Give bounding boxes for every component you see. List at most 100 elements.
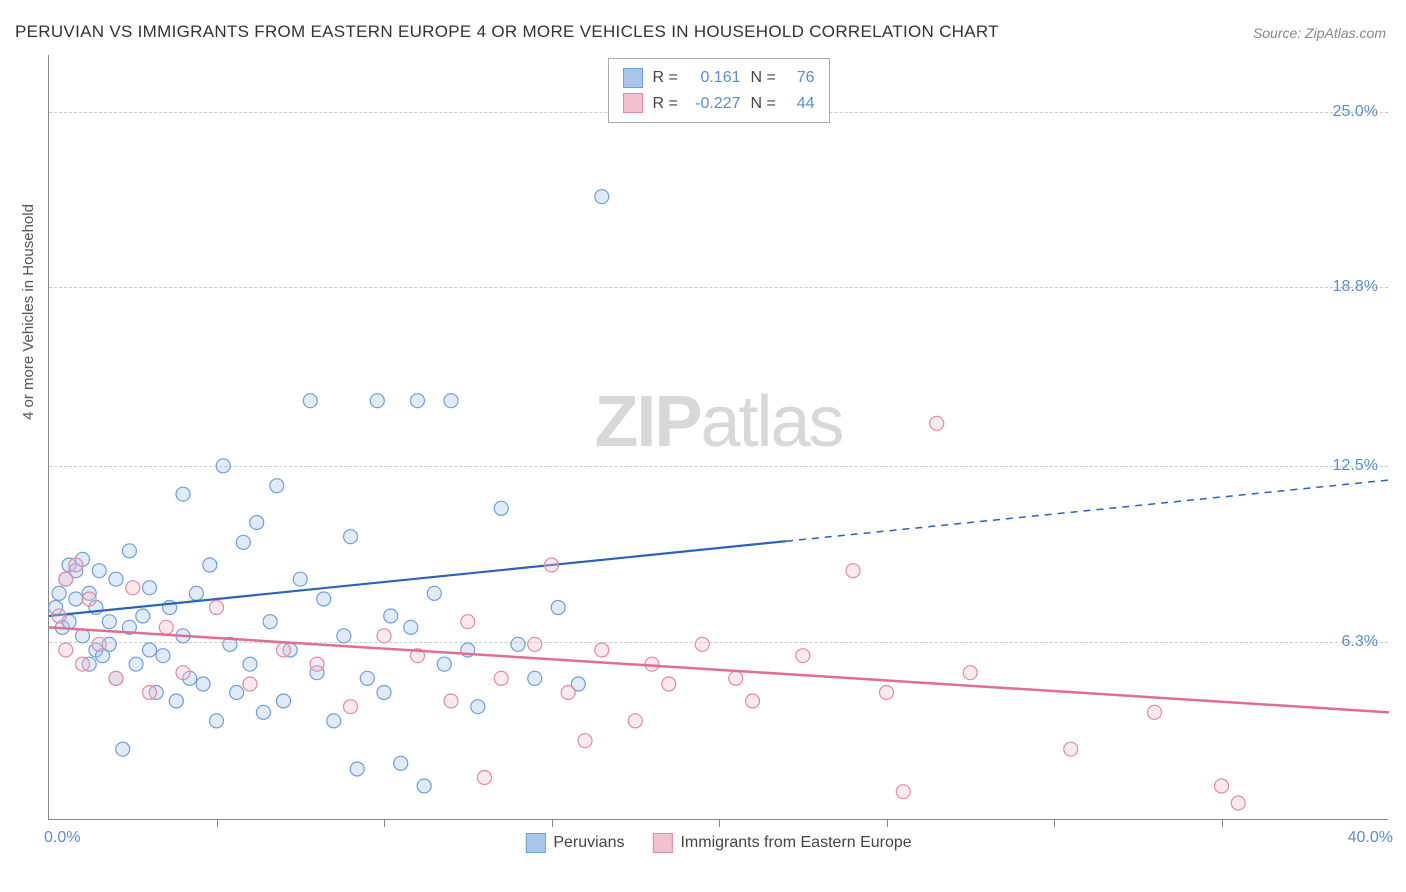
data-point <box>109 572 123 586</box>
data-point <box>1231 796 1245 810</box>
scatter-svg <box>49 55 1388 819</box>
data-point <box>377 686 391 700</box>
xtick <box>887 819 888 827</box>
data-point <box>203 558 217 572</box>
data-point <box>243 657 257 671</box>
data-point <box>344 530 358 544</box>
data-point <box>69 592 83 606</box>
legend-swatch-1 <box>525 833 545 853</box>
x-start-label: 0.0% <box>44 829 80 847</box>
xtick <box>384 819 385 827</box>
data-point <box>471 700 485 714</box>
data-point <box>444 394 458 408</box>
data-point <box>310 657 324 671</box>
data-point <box>189 586 203 600</box>
trendline-dashed <box>786 480 1389 541</box>
legend-item-2: Immigrants from Eastern Europe <box>652 833 911 853</box>
data-point <box>210 714 224 728</box>
data-point <box>628 714 642 728</box>
data-point <box>156 649 170 663</box>
n-label: N = <box>751 65 777 91</box>
ytick-label: 18.8% <box>1333 278 1378 296</box>
data-point <box>437 657 451 671</box>
data-point <box>303 394 317 408</box>
n-label: N = <box>751 91 777 117</box>
data-point <box>230 686 244 700</box>
x-end-label: 40.0% <box>1348 829 1393 847</box>
data-point <box>796 649 810 663</box>
xtick <box>217 819 218 827</box>
n-value-2: 44 <box>787 91 815 117</box>
data-point <box>243 677 257 691</box>
data-point <box>695 637 709 651</box>
data-point <box>143 686 157 700</box>
legend-label-2: Immigrants from Eastern Europe <box>680 834 911 852</box>
data-point <box>52 586 66 600</box>
data-point <box>92 637 106 651</box>
series-swatch-1 <box>623 68 643 88</box>
data-point <box>370 394 384 408</box>
data-point <box>176 666 190 680</box>
r-label: R = <box>653 65 679 91</box>
data-point <box>52 609 66 623</box>
data-point <box>880 686 894 700</box>
data-point <box>327 714 341 728</box>
chart-container: PERUVIAN VS IMMIGRANTS FROM EASTERN EURO… <box>0 0 1406 892</box>
data-point <box>317 592 331 606</box>
data-point <box>411 394 425 408</box>
chart-title: PERUVIAN VS IMMIGRANTS FROM EASTERN EURO… <box>15 22 999 42</box>
data-point <box>69 558 83 572</box>
data-point <box>746 694 760 708</box>
data-point <box>561 686 575 700</box>
r-value-2: -0.227 <box>689 91 741 117</box>
trendline-solid <box>49 541 786 616</box>
source-attribution: Source: ZipAtlas.com <box>1253 25 1386 41</box>
legend-item-1: Peruvians <box>525 833 624 853</box>
legend-label-1: Peruvians <box>553 834 624 852</box>
data-point <box>126 581 140 595</box>
data-point <box>109 671 123 685</box>
data-point <box>143 643 157 657</box>
legend-swatch-2 <box>652 833 672 853</box>
data-point <box>545 558 559 572</box>
data-point <box>528 637 542 651</box>
data-point <box>377 629 391 643</box>
data-point <box>59 572 73 586</box>
data-point <box>159 620 173 634</box>
data-point <box>210 601 224 615</box>
data-point <box>384 609 398 623</box>
data-point <box>122 544 136 558</box>
data-point <box>578 734 592 748</box>
data-point <box>963 666 977 680</box>
xtick <box>1054 819 1055 827</box>
correlation-row-1: R = 0.161 N = 76 <box>623 65 815 91</box>
data-point <box>511 637 525 651</box>
ytick-label: 6.3% <box>1342 633 1378 651</box>
data-point <box>337 629 351 643</box>
data-point <box>528 671 542 685</box>
data-point <box>136 609 150 623</box>
data-point <box>461 615 475 629</box>
y-axis-label: 4 or more Vehicles in Household <box>20 204 37 420</box>
data-point <box>92 564 106 578</box>
data-point <box>360 671 374 685</box>
data-point <box>102 615 116 629</box>
n-value-1: 76 <box>787 65 815 91</box>
data-point <box>494 501 508 515</box>
data-point <box>896 785 910 799</box>
xtick <box>719 819 720 827</box>
data-point <box>270 479 284 493</box>
data-point <box>394 756 408 770</box>
data-point <box>846 564 860 578</box>
series-swatch-2 <box>623 93 643 113</box>
data-point <box>417 779 431 793</box>
data-point <box>1148 705 1162 719</box>
data-point <box>404 620 418 634</box>
data-point <box>129 657 143 671</box>
data-point <box>344 700 358 714</box>
data-point <box>930 416 944 430</box>
xtick <box>1222 819 1223 827</box>
data-point <box>1064 742 1078 756</box>
data-point <box>216 459 230 473</box>
r-value-1: 0.161 <box>689 65 741 91</box>
